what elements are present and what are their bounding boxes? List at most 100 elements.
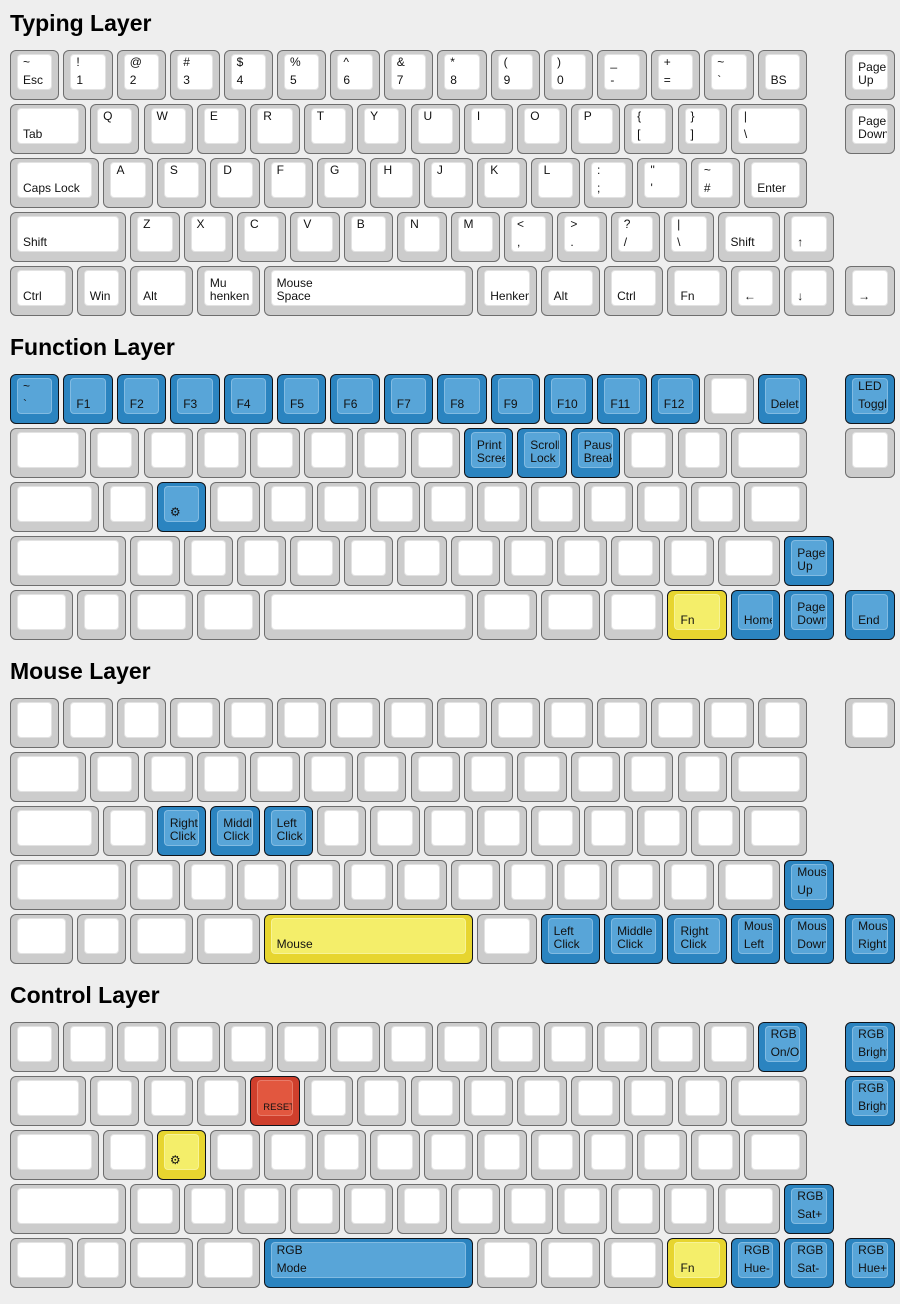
key-blank[interactable]: [130, 1238, 193, 1288]
key-blank[interactable]: [63, 1022, 113, 1072]
key-fn[interactable]: Fn: [667, 266, 727, 316]
key-blank[interactable]: [210, 482, 260, 532]
key-blank[interactable]: ~ `: [704, 50, 754, 100]
key-rgb-sat-plus[interactable]: RGB Sat+: [784, 1184, 834, 1234]
key-0[interactable]: ) 0: [544, 50, 594, 100]
key-blank[interactable]: [103, 1130, 153, 1180]
key-blank[interactable]: [597, 698, 647, 748]
key-right-arrow[interactable]: →: [845, 266, 895, 316]
key-f12[interactable]: F12: [650, 374, 701, 424]
key-blank[interactable]: [557, 1184, 607, 1234]
key-blank[interactable]: [610, 536, 661, 586]
key-9[interactable]: (9: [490, 50, 540, 100]
key-blank[interactable]: [196, 914, 260, 964]
key-k[interactable]: K: [477, 158, 527, 208]
key-blank[interactable]: [584, 806, 634, 856]
key-blank[interactable]: [490, 698, 540, 748]
key-gear[interactable]: ⚙: [156, 482, 207, 532]
key-blank[interactable]: [604, 1238, 664, 1288]
key-f6[interactable]: F6: [330, 374, 380, 424]
key-f7[interactable]: F7: [383, 374, 434, 424]
key-blank[interactable]: [530, 806, 581, 856]
key-mouse-left[interactable]: Mouse Left: [730, 914, 781, 964]
key-blank[interactable]: [343, 536, 394, 586]
key-l[interactable]: L: [530, 158, 581, 208]
key-blank[interactable]: ? /: [610, 212, 661, 262]
key-middle-click[interactable]: Middle Click: [604, 914, 664, 964]
key-blank[interactable]: [196, 428, 247, 478]
key-blank[interactable]: [290, 1184, 340, 1234]
key-blank[interactable]: [343, 1184, 394, 1234]
key-blank[interactable]: ~ `: [10, 374, 60, 424]
key-o[interactable]: O: [517, 104, 567, 154]
key-blank[interactable]: [263, 1130, 314, 1180]
key-blank[interactable]: [584, 482, 634, 532]
key-blank[interactable]: [650, 1022, 701, 1072]
key-mu-henken[interactable]: Mu henken: [196, 266, 260, 316]
key-blank[interactable]: [370, 806, 420, 856]
key-e[interactable]: E: [196, 104, 247, 154]
key-blank[interactable]: [330, 698, 380, 748]
key-blank[interactable]: [103, 806, 153, 856]
key-2[interactable]: @2: [116, 50, 167, 100]
key-blank[interactable]: [10, 1130, 100, 1180]
key-x[interactable]: X: [183, 212, 233, 262]
key-blank[interactable]: [10, 860, 127, 910]
key-f11[interactable]: F11: [597, 374, 647, 424]
key-blank[interactable]: [410, 752, 460, 802]
key-blank[interactable]: [343, 860, 394, 910]
key-page-down[interactable]: Page Down: [845, 104, 895, 154]
key-blank[interactable]: [183, 860, 233, 910]
key-6[interactable]: ^ 6: [330, 50, 380, 100]
key-blank[interactable]: [450, 1184, 500, 1234]
key-blank[interactable]: [437, 698, 487, 748]
key-7[interactable]: & 7: [383, 50, 434, 100]
key-blank[interactable]: [637, 1130, 687, 1180]
key-blank[interactable]: [183, 536, 233, 586]
key-blank[interactable]: [423, 1130, 474, 1180]
key-blank[interactable]: [410, 1076, 460, 1126]
key-blank[interactable]: [423, 482, 474, 532]
key-ctrl[interactable]: Ctrl: [10, 266, 73, 316]
key-up-arrow[interactable]: ↑: [784, 212, 834, 262]
key-blank[interactable]: | \: [664, 212, 714, 262]
key-fn[interactable]: Fn: [667, 590, 727, 640]
key-blank[interactable]: [250, 752, 300, 802]
key-blank[interactable]: [303, 1076, 354, 1126]
key-blank[interactable]: [10, 1238, 73, 1288]
key-blank[interactable]: [845, 698, 895, 748]
key-blank[interactable]: [604, 590, 664, 640]
key-blank[interactable]: [10, 1022, 60, 1072]
key-blank[interactable]: [317, 482, 367, 532]
key-end[interactable]: End: [845, 590, 895, 640]
key-blank[interactable]: [540, 1238, 601, 1288]
key-j[interactable]: J: [423, 158, 474, 208]
key-f[interactable]: F: [263, 158, 314, 208]
key-blank[interactable]: [116, 698, 167, 748]
key-blank[interactable]: [597, 1022, 647, 1072]
key-r[interactable]: R: [250, 104, 300, 154]
key-blank[interactable]: [357, 752, 407, 802]
key-blank[interactable]: [10, 752, 87, 802]
key-blank[interactable]: [503, 1184, 554, 1234]
key-bs[interactable]: BS: [757, 50, 807, 100]
key-blank[interactable]: [624, 752, 674, 802]
key-blank[interactable]: [557, 536, 607, 586]
key-reset[interactable]: RESET: [250, 1076, 300, 1126]
key-blank[interactable]: [744, 482, 807, 532]
key-blank[interactable]: }]: [677, 104, 727, 154]
key-blank[interactable]: [236, 860, 287, 910]
key-blank[interactable]: [330, 1022, 380, 1072]
key-blank[interactable]: [463, 752, 514, 802]
key-g[interactable]: G: [317, 158, 367, 208]
key-d[interactable]: D: [210, 158, 260, 208]
key-blank[interactable]: [10, 1184, 127, 1234]
key-blank[interactable]: [624, 428, 674, 478]
key-blank[interactable]: [90, 428, 140, 478]
key-blank[interactable]: [517, 752, 567, 802]
key-blank[interactable]: [610, 1184, 661, 1234]
key-3[interactable]: #3: [170, 50, 220, 100]
key-blank[interactable]: [717, 1184, 781, 1234]
key-blank[interactable]: [143, 752, 193, 802]
key-blank[interactable]: [490, 1022, 540, 1072]
